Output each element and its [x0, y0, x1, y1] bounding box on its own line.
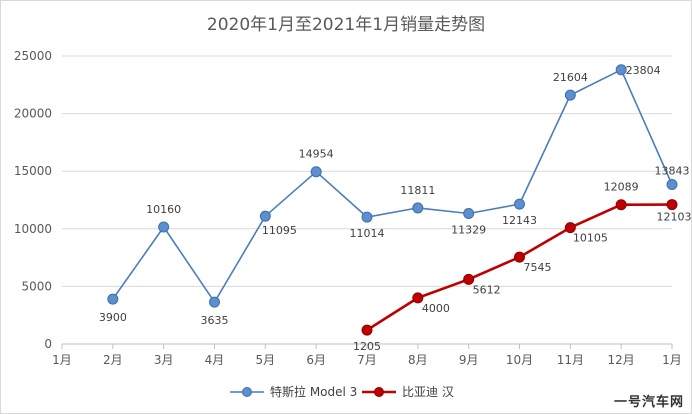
x-tick-label: 9月 — [459, 353, 479, 367]
x-tick-label: 7月 — [357, 353, 377, 367]
data-point-series-1 — [463, 207, 475, 219]
y-tick-label: 15000 — [14, 164, 52, 178]
data-point-series-1 — [412, 202, 424, 214]
data-point-series-1 — [666, 179, 678, 191]
data-label: 12143 — [502, 214, 537, 227]
y-tick-label: 5000 — [21, 279, 52, 293]
data-label: 10160 — [146, 203, 181, 216]
y-tick-label: 20000 — [14, 107, 52, 121]
data-label: 4000 — [422, 302, 450, 315]
data-label: 11811 — [400, 184, 435, 197]
y-tick-label: 25000 — [14, 49, 52, 63]
legend: 特斯拉 Model 3 比亚迪 汉 — [230, 384, 454, 399]
data-point-series-1 — [514, 198, 525, 210]
data-point-series-1 — [310, 166, 322, 178]
x-tick-label: 8月 — [408, 353, 428, 367]
data-labels: 3900 10160 3635 11095 14954 11014 11811 11329 12… — [99, 64, 692, 353]
data-point-series-2 — [412, 292, 424, 304]
x-tick-label: 5月 — [256, 353, 276, 367]
data-point-series-1 — [158, 221, 170, 233]
gridlines — [62, 55, 672, 345]
data-point-series-2 — [463, 273, 475, 285]
x-tick-label: 12月 — [608, 353, 635, 367]
data-label: 3900 — [99, 311, 127, 324]
data-label: 5612 — [473, 283, 501, 296]
x-tick-label: 1月 — [52, 353, 72, 367]
data-point-series-1 — [259, 210, 271, 222]
legend-label: 比亚迪 汉 — [402, 385, 454, 399]
data-label: 12103 — [657, 211, 692, 224]
data-point-series-2 — [615, 199, 627, 211]
legend-swatch-marker — [242, 387, 252, 397]
y-tick-label: 10000 — [14, 222, 52, 236]
data-label: 11014 — [350, 227, 385, 240]
series-lines — [107, 64, 678, 336]
x-tick-label: 4月 — [205, 353, 225, 367]
chart-title: 2020年1月至2021年1月销量走势图 — [207, 15, 485, 35]
series-line-1 — [112, 69, 673, 303]
axes: 0 5000 10000 15000 20000 25000 1月 2月 3月 4月 5月 6月 7月 8… — [14, 49, 682, 367]
data-point-series-2 — [666, 199, 678, 211]
data-point-series-2 — [564, 222, 576, 234]
data-point-series-2 — [361, 324, 373, 336]
legend-swatch-marker — [374, 387, 384, 397]
data-point-series-1 — [107, 293, 119, 305]
x-tick-label: 1月 — [662, 353, 682, 367]
x-tick-label: 2月 — [103, 353, 123, 367]
data-label: 1205 — [353, 340, 381, 353]
data-label: 13843 — [655, 165, 690, 178]
data-point-series-1 — [564, 89, 576, 101]
data-label: 21604 — [553, 71, 588, 84]
data-label: 14954 — [299, 148, 334, 161]
x-tick-label: 10月 — [506, 353, 533, 367]
x-tick-label: 11月 — [557, 353, 584, 367]
watermark-logo: 一号汽车网 — [613, 395, 684, 410]
data-point-series-1 — [615, 64, 627, 76]
data-point-series-1 — [361, 211, 373, 223]
data-label: 11329 — [451, 223, 486, 236]
data-label: 10105 — [573, 232, 608, 245]
y-tick-label: 0 — [44, 337, 52, 351]
data-label: 23804 — [626, 64, 661, 77]
data-point-series-2 — [514, 251, 525, 263]
data-label: 12089 — [604, 181, 639, 194]
data-label: 11095 — [262, 224, 297, 237]
data-point-series-1 — [209, 296, 220, 308]
x-tick-label: 3月 — [154, 353, 174, 367]
legend-label: 特斯拉 Model 3 — [270, 384, 357, 399]
data-label: 7545 — [524, 261, 552, 274]
data-label: 3635 — [201, 314, 229, 327]
x-tick-label: 6月 — [306, 353, 326, 367]
